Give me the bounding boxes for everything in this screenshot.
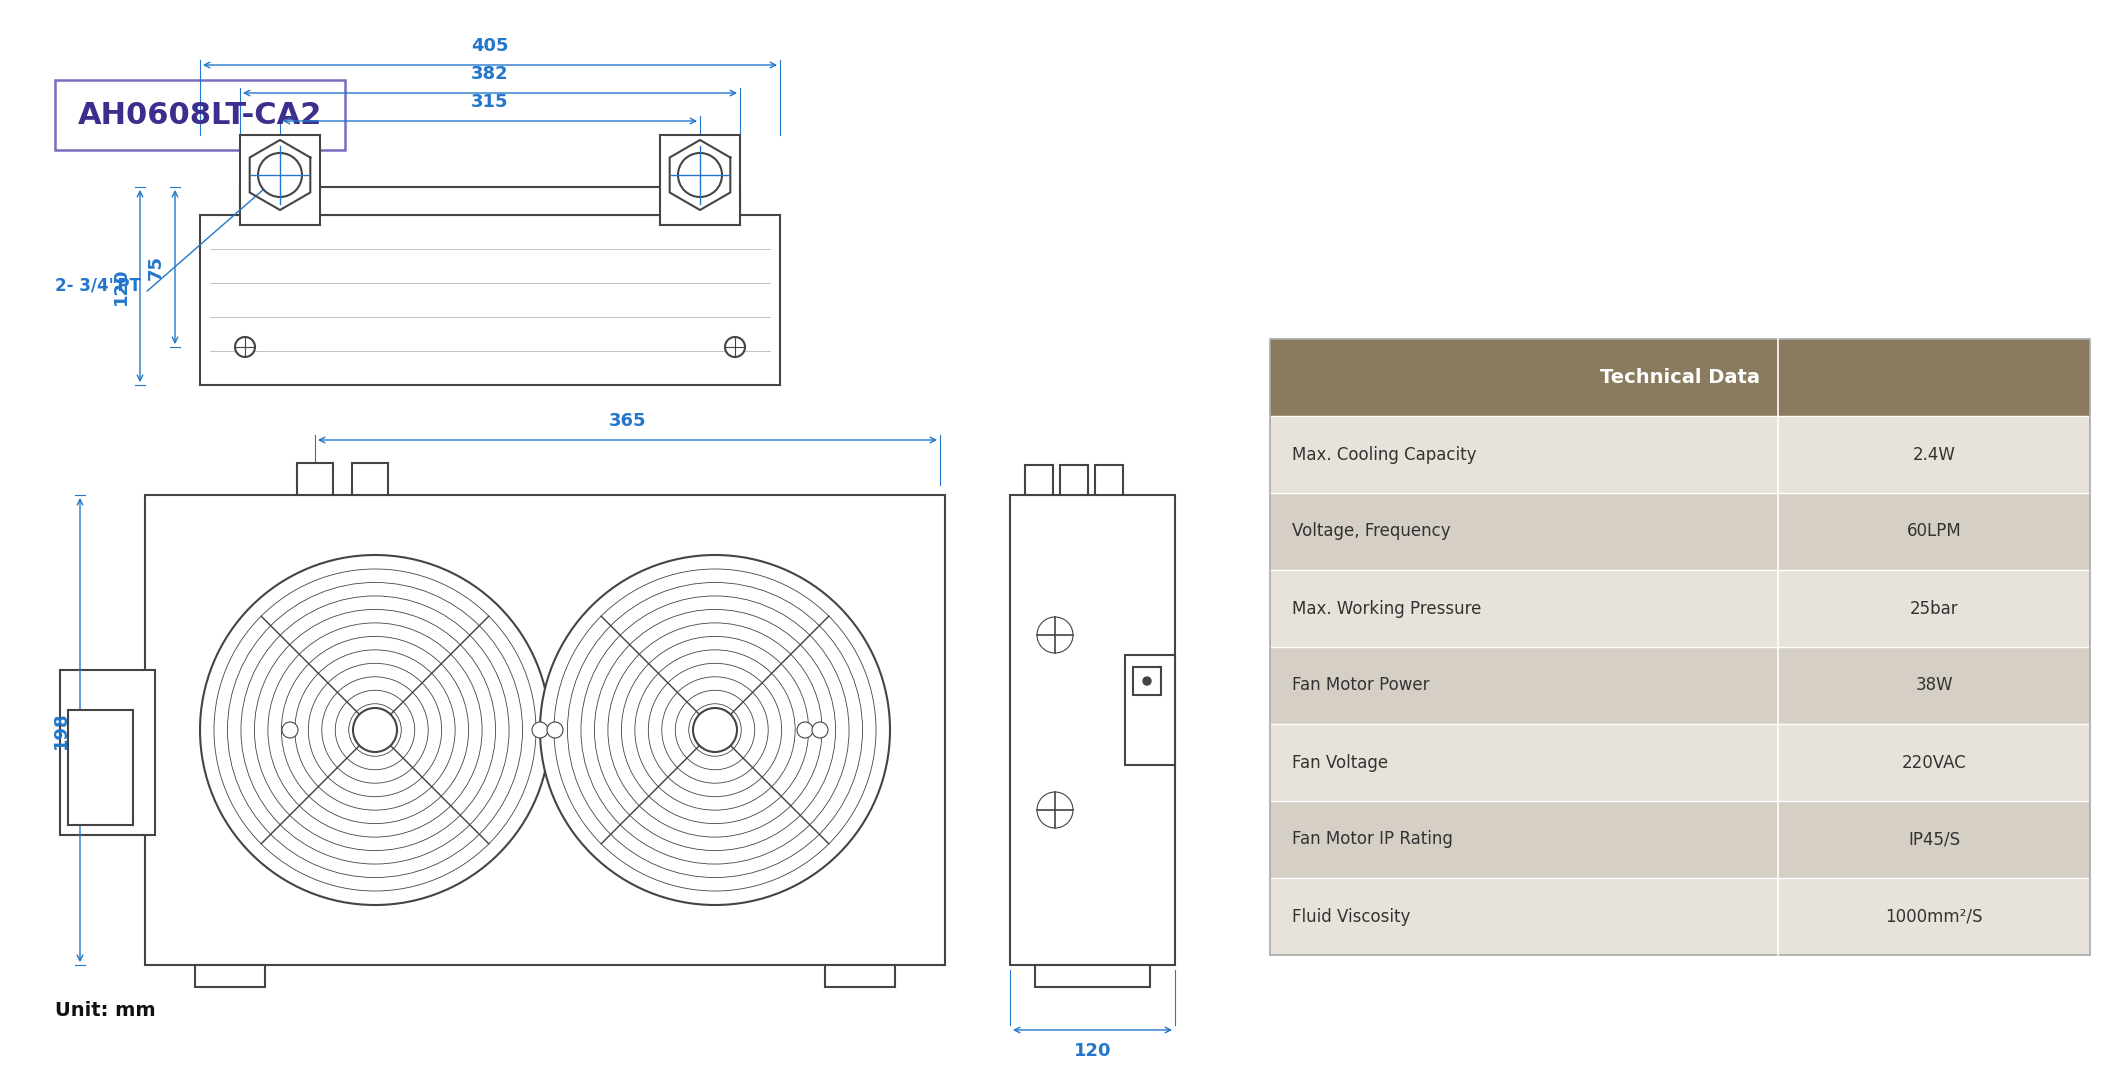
Text: 120: 120: [113, 267, 130, 305]
Bar: [1269, 801, 2090, 878]
Text: Fan Voltage: Fan Voltage: [1293, 753, 1388, 771]
Text: 405: 405: [472, 37, 508, 55]
Bar: [298, 463, 334, 495]
Text: IP45/S: IP45/S: [1909, 830, 1960, 848]
Circle shape: [200, 556, 551, 905]
Text: Max. Working Pressure: Max. Working Pressure: [1293, 600, 1482, 617]
Bar: [1061, 465, 1089, 495]
Circle shape: [257, 153, 302, 197]
Bar: [1025, 465, 1052, 495]
Bar: [1035, 965, 1150, 987]
Circle shape: [797, 722, 812, 738]
Circle shape: [725, 337, 744, 357]
Text: 1000mm²/S: 1000mm²/S: [1886, 907, 1984, 926]
Text: 25bar: 25bar: [1909, 600, 1958, 617]
Circle shape: [678, 153, 723, 197]
Circle shape: [1144, 677, 1150, 685]
Bar: [1095, 465, 1123, 495]
Circle shape: [353, 709, 398, 752]
Circle shape: [540, 556, 891, 905]
Text: 198: 198: [51, 711, 70, 749]
Bar: [1010, 495, 1176, 965]
Text: Fluid Viscosity: Fluid Viscosity: [1293, 907, 1410, 926]
Text: Voltage, Frequency: Voltage, Frequency: [1293, 523, 1450, 540]
Bar: [1133, 667, 1161, 695]
Bar: [1269, 339, 2090, 955]
Text: 365: 365: [608, 412, 646, 430]
Bar: [1269, 339, 2090, 416]
Text: 382: 382: [472, 65, 508, 82]
Bar: [1269, 570, 2090, 647]
Bar: [1269, 724, 2090, 801]
Text: Unit: mm: Unit: mm: [55, 1000, 155, 1020]
Bar: [55, 80, 344, 150]
Text: 75: 75: [147, 255, 166, 280]
Bar: [1269, 493, 2090, 570]
Bar: [196, 965, 266, 987]
Text: 2- 3/4"PT: 2- 3/4"PT: [55, 276, 140, 294]
Text: AH0608LT-CA2: AH0608LT-CA2: [79, 101, 323, 129]
Bar: [1125, 655, 1176, 765]
Text: 315: 315: [472, 93, 508, 111]
Bar: [353, 463, 389, 495]
Circle shape: [532, 722, 549, 738]
Text: Fan Motor Power: Fan Motor Power: [1293, 677, 1429, 694]
Bar: [1269, 647, 2090, 724]
Bar: [1269, 878, 2090, 955]
Bar: [60, 671, 155, 835]
Text: 220VAC: 220VAC: [1903, 753, 1967, 771]
Text: 38W: 38W: [1916, 677, 1954, 694]
Bar: [145, 495, 944, 965]
Bar: [825, 965, 895, 987]
Text: 2.4W: 2.4W: [1913, 446, 1956, 463]
Circle shape: [283, 722, 298, 738]
Bar: [240, 187, 740, 215]
Circle shape: [236, 337, 255, 357]
Text: Max. Cooling Capacity: Max. Cooling Capacity: [1293, 446, 1475, 463]
Circle shape: [812, 722, 827, 738]
Text: 120: 120: [1074, 1042, 1112, 1060]
Text: Fan Motor IP Rating: Fan Motor IP Rating: [1293, 830, 1452, 848]
Text: 60LPM: 60LPM: [1907, 523, 1962, 540]
Text: Technical Data: Technical Data: [1601, 368, 1760, 387]
Circle shape: [693, 709, 738, 752]
Bar: [240, 135, 321, 225]
Circle shape: [546, 722, 563, 738]
Bar: [659, 135, 740, 225]
Bar: [68, 710, 134, 825]
Bar: [200, 215, 780, 385]
Bar: [1269, 416, 2090, 493]
